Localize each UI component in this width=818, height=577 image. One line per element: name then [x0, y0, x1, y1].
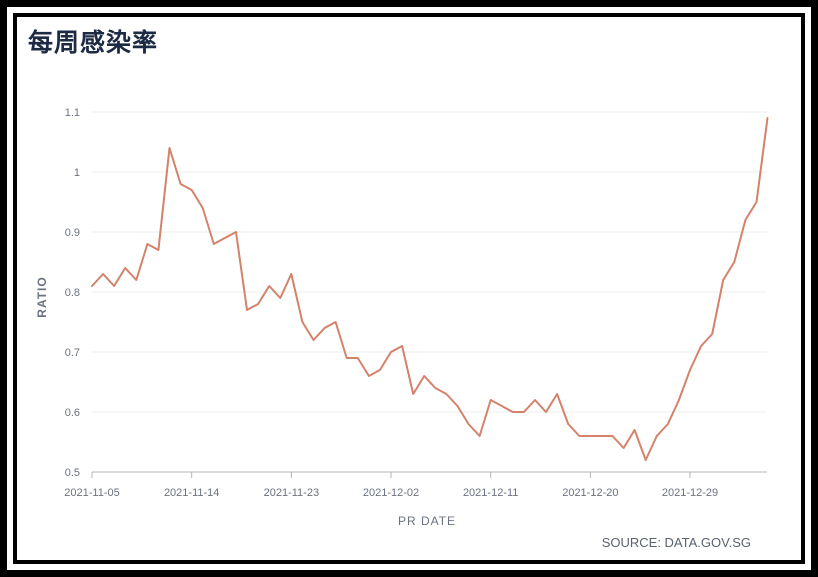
x-tick-label: 2021-11-23	[264, 487, 319, 499]
x-tick-label: 2021-12-29	[662, 487, 718, 499]
x-tick-label: 2021-11-14	[164, 487, 219, 499]
chart-title: 每周感染率	[28, 28, 159, 57]
line-chart: 0.5 0.6 0.7 0.8 0.9 1 1.1 2021-11-05 2021-11-14 2…	[35, 107, 769, 528]
y-tick-label: 0.6	[65, 407, 80, 419]
chart-panel: 每周感染率 0.5 0.6 0.7 0.8 0.9 1 1.1 2021-11-05 2021-…	[17, 17, 801, 560]
x-axis-title: PR DATE	[398, 514, 456, 528]
x-tick-label: 2021-11-05	[64, 487, 119, 499]
x-tick-label: 2021-12-02	[363, 487, 419, 499]
y-tick-label: 0.8	[65, 287, 80, 299]
series-line	[91, 117, 769, 461]
y-tick-label: 0.9	[65, 227, 80, 239]
x-tick-label: 2021-12-20	[562, 487, 618, 499]
y-tick-label: 0.7	[65, 347, 80, 359]
x-tick-label: 2021-12-11	[463, 487, 518, 499]
y-axis-title: RATIO	[35, 276, 49, 317]
y-tick-label: 0.5	[65, 467, 80, 479]
y-tick-label: 1.1	[65, 107, 80, 119]
y-tick-label: 1	[74, 167, 80, 179]
source-note: SOURCE: DATA.GOV.SG	[601, 535, 751, 550]
